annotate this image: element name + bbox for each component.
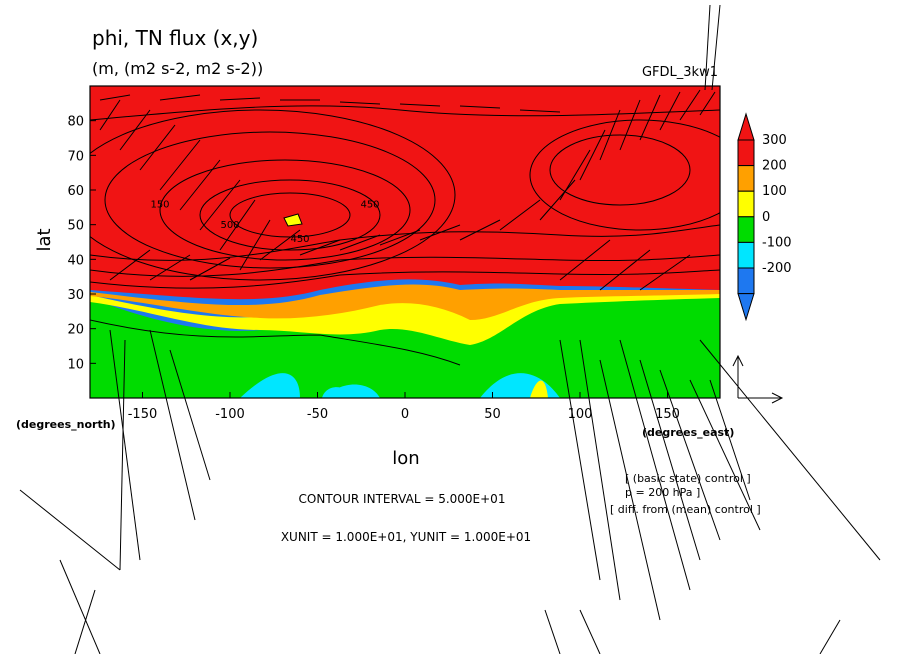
y-tick-label: 80 [67, 115, 84, 130]
legend-line-1: [ (basic state) control ] [625, 472, 751, 485]
colorbar-label: 100 [762, 184, 787, 199]
y-tick-label: 70 [67, 149, 84, 164]
overflow-vectors [19, 4, 881, 654]
contour-label: 450 [360, 199, 379, 210]
y-tick-label: 60 [67, 184, 84, 199]
field-band-200 [90, 284, 720, 320]
colorbar-swatch [737, 139, 755, 167]
y-tick-label: 10 [67, 357, 84, 372]
colorbar-under-triangle [737, 293, 755, 322]
colorbar-over-triangle [737, 112, 755, 141]
colorbar-label: 0 [762, 210, 770, 225]
colorbar-label: -100 [762, 235, 792, 250]
contour-label: 150 [150, 199, 169, 210]
legend-line-3: [ diff. from (mean) control ] [610, 503, 761, 516]
colorbar-swatch [737, 241, 755, 269]
reference-vector [732, 354, 784, 404]
x-tick-label: -150 [128, 407, 158, 422]
colorbar-swatch [737, 190, 755, 218]
y-tick-label: 30 [67, 288, 84, 303]
field-band-300 [90, 86, 720, 300]
colorbar-label: -200 [762, 261, 792, 276]
x-tick-label: 100 [568, 407, 593, 422]
y-tick-label: 40 [67, 253, 84, 268]
y-unit-label: (degrees_north) [16, 418, 116, 431]
contour-interval-text: CONTOUR INTERVAL = 5.000E+01 [299, 492, 506, 506]
plot-area [90, 86, 720, 398]
model-label: GFDL_3kw1 [642, 65, 718, 80]
contour-labels: 150 500 450 450 [150, 199, 379, 245]
y-axis: 10 20 30 40 50 60 70 80 [67, 115, 96, 372]
field-patch-100 [530, 380, 548, 398]
x-unit-label: (degrees_east) [642, 426, 734, 439]
y-tick-label: 50 [67, 219, 84, 234]
y-tick-label: 20 [67, 323, 84, 338]
field-band-zero [90, 296, 720, 398]
contour-lines [90, 105, 720, 366]
colorbar-label: 300 [762, 133, 787, 148]
field-min-patch [283, 213, 303, 227]
flux-vectors [99, 89, 716, 291]
colorbar-swatch [737, 267, 755, 295]
colorbar-swatch [737, 165, 755, 192]
x-axis: -150 -100 -50 0 50 100 150 [128, 392, 680, 422]
chart-title: phi, TN flux (x,y) [92, 26, 258, 50]
legend-line-2: p = 200 hPa ] [625, 486, 700, 499]
colorbar-swatch [737, 216, 755, 243]
x-tick-label: -100 [215, 407, 245, 422]
unit-text: XUNIT = 1.000E+01, YUNIT = 1.000E+01 [281, 530, 531, 544]
x-tick-label: -50 [307, 407, 328, 422]
field-patch-minus100 [322, 387, 352, 398]
x-axis-label: lon [392, 448, 419, 469]
chart-subtitle: (m, (m2 s-2, m2 s-2)) [92, 59, 263, 78]
field-band-100 [90, 293, 720, 345]
contour-label: 500 [220, 220, 239, 231]
colorbar: 300 200 100 0 -100 -200 [737, 112, 792, 322]
x-tick-label: 150 [655, 407, 680, 422]
y-axis-label: lat [34, 228, 55, 251]
x-tick-label: 50 [484, 407, 501, 422]
contour-label: 450 [290, 234, 309, 245]
x-tick-label: 0 [401, 407, 409, 422]
colorbar-label: 200 [762, 159, 787, 174]
